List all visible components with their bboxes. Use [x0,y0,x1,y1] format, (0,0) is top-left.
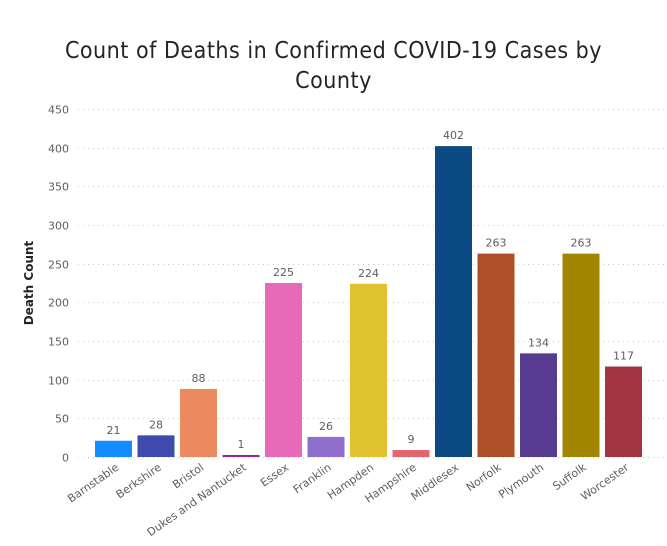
bar-middlesex[interactable] [435,146,472,457]
data-label: 88 [192,372,206,385]
y-tick-label: 250 [48,259,69,272]
data-label: 134 [528,336,549,349]
y-axis-title: Death Count [22,240,36,325]
data-label: 1 [238,438,245,451]
y-axis-ticks: 0 50 100 150 200 250 300 350 400 450 [48,104,69,465]
y-tick-label: 0 [62,452,69,465]
chart-title-line-1: Count of Deaths in Confirmed COVID-19 Ca… [64,38,603,64]
bar-dukes-and-nantucket[interactable] [222,455,260,457]
x-tick-label: Berkshire [114,461,164,502]
y-tick-label: 200 [48,297,69,310]
bar-berkshire[interactable] [137,435,175,457]
bars [95,146,642,457]
y-tick-label: 400 [48,143,69,156]
x-tick-label: Bristol [170,461,206,492]
bar-hampden[interactable] [350,283,387,457]
bar-norfolk[interactable] [477,253,515,457]
x-tick-label: Essex [258,461,292,490]
bar-franklin[interactable] [307,436,345,457]
bar-hampshire[interactable] [392,450,430,457]
data-label: 117 [613,350,634,363]
data-label: 26 [319,420,333,433]
data-label: 9 [408,433,415,446]
data-labels: 21 28 88 1 225 26 224 9 402 263 134 263 117 [107,129,635,451]
y-tick-label: 100 [48,375,69,388]
bar-bristol[interactable] [180,388,217,457]
data-label: 21 [107,424,121,437]
y-tick-label: 50 [55,413,69,426]
x-tick-label: Middlesex [409,461,462,504]
data-label: 263 [571,237,592,250]
bar-essex[interactable] [265,283,302,457]
y-tick-label: 350 [48,181,69,194]
bar-barnstable[interactable] [95,440,132,457]
data-label: 225 [273,266,294,279]
x-tick-label: Worcester [578,461,631,504]
bar-suffolk[interactable] [562,253,600,457]
data-label: 263 [486,237,507,250]
data-label: 224 [358,267,379,280]
x-tick-label: Plymouth [496,461,546,501]
y-tick-label: 450 [48,104,69,117]
bar-plymouth[interactable] [520,353,557,457]
chart-title: Count of Deaths in Confirmed COVID-19 Ca… [0,36,667,96]
y-tick-label: 300 [48,220,69,233]
chart-title-line-2: County [295,68,372,94]
data-label: 28 [149,418,163,431]
x-tick-label: Barnstable [65,461,121,506]
y-tick-label: 150 [48,336,69,349]
bar-worcester[interactable] [605,366,642,457]
data-label: 402 [443,129,464,142]
